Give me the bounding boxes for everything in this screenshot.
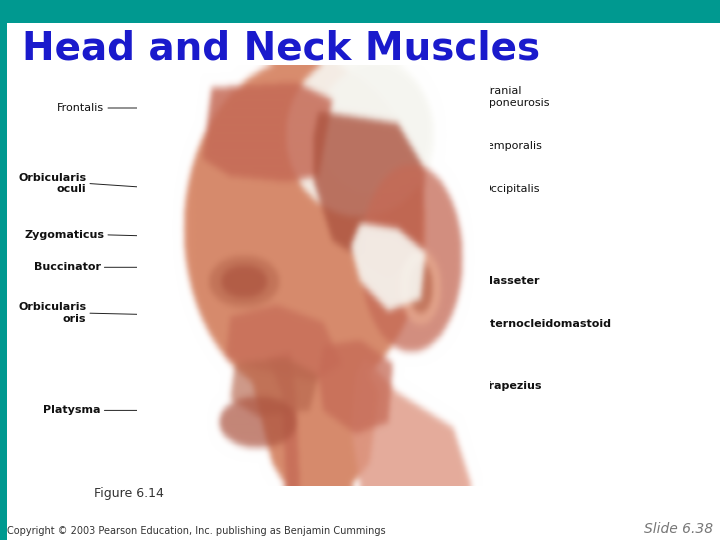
Text: Figure 6.14: Figure 6.14 [94, 487, 163, 500]
Text: Occipitalis: Occipitalis [482, 184, 540, 194]
Text: Cranial
aponeurosis: Cranial aponeurosis [482, 86, 550, 108]
Text: Masseter: Masseter [482, 276, 540, 286]
Bar [0, 23, 7, 540]
Text: Zygomaticus: Zygomaticus [24, 230, 104, 240]
Bar [0, 0, 720, 23]
Text: Buccinator: Buccinator [34, 262, 101, 272]
Text: Head and Neck Muscles: Head and Neck Muscles [22, 30, 540, 68]
Text: Trapezius: Trapezius [482, 381, 542, 391]
Text: Copyright © 2003 Pearson Education, Inc. publishing as Benjamin Cummings: Copyright © 2003 Pearson Education, Inc.… [7, 525, 386, 536]
Text: Slide 6.38: Slide 6.38 [644, 522, 713, 536]
Text: Orbicularis
oculi: Orbicularis oculi [18, 173, 86, 194]
Text: Temporalis: Temporalis [482, 141, 542, 151]
Text: Frontalis: Frontalis [58, 103, 104, 113]
Text: Platysma: Platysma [43, 406, 101, 415]
Text: Sternocleidomastoid: Sternocleidomastoid [482, 319, 611, 329]
Text: Orbicularis
oris: Orbicularis oris [18, 302, 86, 324]
